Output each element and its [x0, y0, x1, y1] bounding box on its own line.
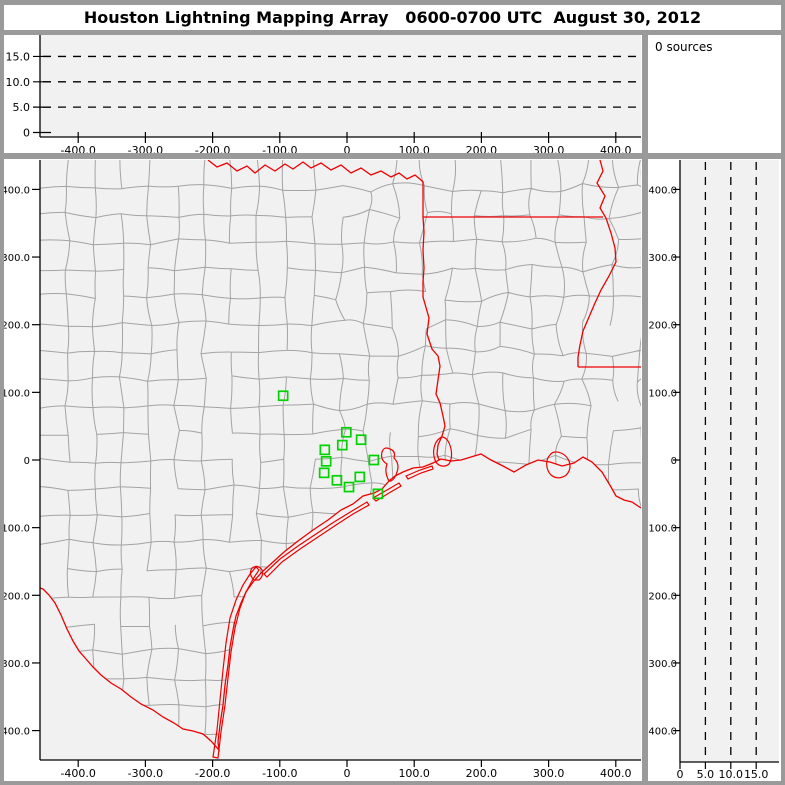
lma-station-marker [336, 439, 348, 451]
svg-text:0: 0 [671, 456, 677, 467]
svg-text:-300.0: -300.0 [4, 659, 30, 670]
svg-text:0: 0 [344, 144, 351, 153]
svg-text:10.0: 10.0 [719, 768, 744, 781]
svg-text:400.0: 400.0 [600, 144, 632, 153]
svg-text:200.0: 200.0 [648, 321, 677, 332]
altitude-ns-plot: 400.0 300.0 200.0 100.0 0 -100.0 -200.0 -300.0 -… [648, 159, 781, 781]
svg-text:200.0: 200.0 [4, 321, 30, 332]
svg-text:15.0: 15.0 [744, 768, 769, 781]
lma-station-marker [340, 426, 352, 438]
svg-text:300.0: 300.0 [648, 253, 677, 264]
svg-text:-400.0: -400.0 [60, 144, 95, 153]
svg-text:5.0: 5.0 [697, 768, 715, 781]
coastline-path [40, 453, 641, 752]
svg-text:400.0: 400.0 [648, 185, 677, 196]
svg-text:5.0: 5.0 [13, 101, 31, 114]
lma-station-marker [372, 488, 384, 500]
svg-text:-200.0: -200.0 [195, 767, 230, 780]
svg-text:10.0: 10.0 [6, 76, 31, 89]
svg-text:-400.0: -400.0 [4, 727, 30, 738]
lma-station-marker [343, 481, 355, 493]
svg-text:0: 0 [23, 127, 30, 140]
svg-text:-100.0: -100.0 [262, 144, 297, 153]
svg-text:100.0: 100.0 [4, 388, 30, 399]
svg-text:400.0: 400.0 [600, 767, 632, 780]
svg-text:0: 0 [24, 456, 30, 467]
svg-text:-300.0: -300.0 [128, 767, 163, 780]
plan-view-map: 400.0 300.0 200.0 100.0 0 -100.0 -200.0 -300.0 -… [4, 159, 642, 781]
svg-text:-300.0: -300.0 [648, 659, 677, 670]
svg-text:300.0: 300.0 [533, 767, 565, 780]
lma-station-marker [318, 467, 330, 479]
lma-station-marker [319, 444, 331, 456]
barrier-islands-bays-path [212, 436, 571, 759]
window-title: Houston Lightning Mapping Array 0600-070… [4, 5, 781, 30]
svg-text:0: 0 [677, 768, 684, 781]
svg-text:400.0: 400.0 [4, 185, 30, 196]
state-borders [40, 160, 641, 759]
svg-text:15.0: 15.0 [6, 50, 31, 63]
svg-text:-200.0: -200.0 [648, 591, 677, 602]
svg-text:100.0: 100.0 [648, 388, 677, 399]
svg-text:-100.0: -100.0 [262, 767, 297, 780]
svg-text:300.0: 300.0 [533, 144, 565, 153]
station-markers [277, 390, 384, 500]
svg-text:0: 0 [344, 767, 351, 780]
svg-text:300.0: 300.0 [4, 253, 30, 264]
sources-count-label: 0 sources [655, 40, 713, 54]
svg-text:-100.0: -100.0 [648, 524, 677, 535]
svg-text:-200.0: -200.0 [4, 591, 30, 602]
svg-text:-100.0: -100.0 [4, 524, 30, 535]
state-border-path [207, 160, 641, 461]
sources-panel: 0 sources [648, 35, 781, 153]
svg-text:-300.0: -300.0 [128, 144, 163, 153]
svg-text:-400.0: -400.0 [648, 727, 677, 738]
svg-text:100.0: 100.0 [398, 767, 430, 780]
lma-station-marker [320, 456, 332, 467]
lma-station-marker [331, 474, 343, 486]
lma-station-marker [355, 434, 367, 446]
svg-text:200.0: 200.0 [466, 144, 498, 153]
lma-station-marker [277, 390, 289, 402]
svg-text:100.0: 100.0 [398, 144, 430, 153]
lma-station-marker [368, 454, 380, 466]
svg-text:200.0: 200.0 [466, 767, 498, 780]
altitude-ew-plot: 0 5.0 10.0 15.0 -400.0 -300.0 -200.0 -100.0 0 100… [4, 35, 642, 153]
svg-text:-200.0: -200.0 [195, 144, 230, 153]
svg-text:-400.0: -400.0 [60, 767, 95, 780]
lma-station-marker [354, 471, 366, 483]
